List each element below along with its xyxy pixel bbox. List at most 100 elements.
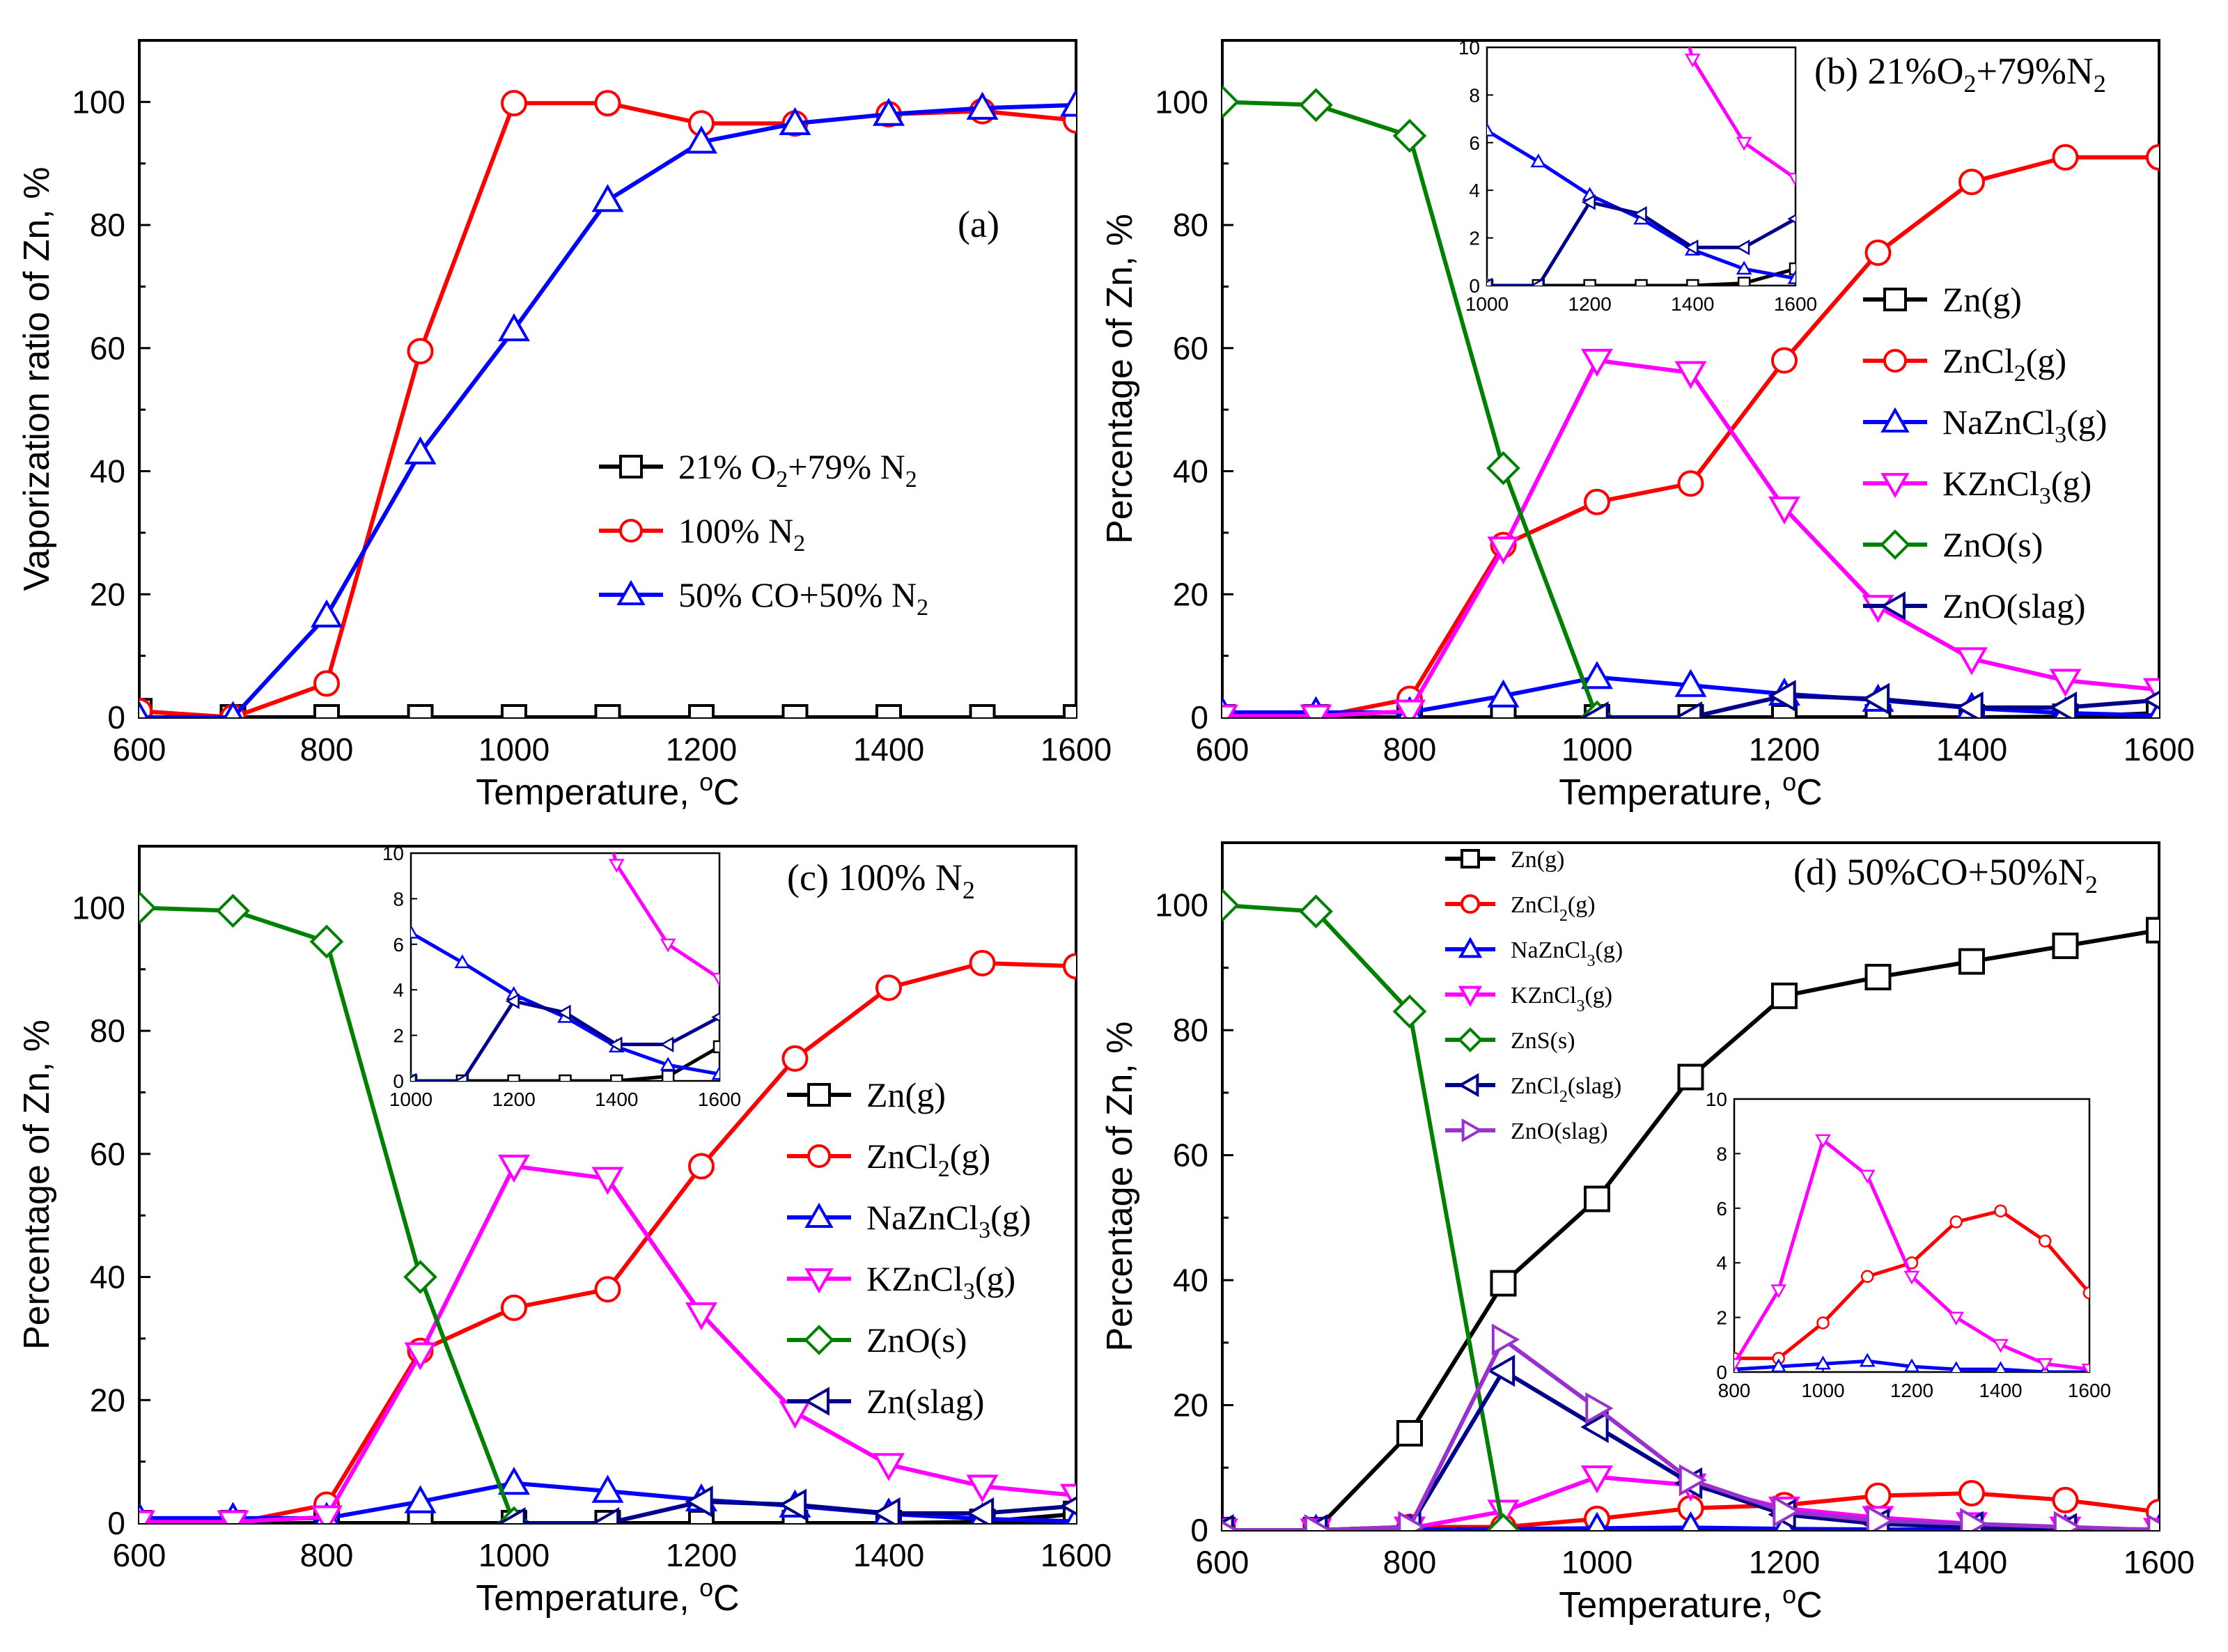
inset-data-point [507, 1074, 520, 1081]
data-point [1674, 701, 1703, 717]
legend-label: KZnCl3(g) [866, 1259, 1015, 1304]
legend-marker [1880, 529, 1910, 560]
x-axis-label-text: Temperature, [476, 1578, 699, 1619]
data-point [311, 599, 343, 628]
data-point [1063, 953, 1076, 980]
legend-label: ZnO(slag) [1942, 586, 2086, 625]
data-point [1771, 982, 1798, 1009]
inset-data-point [559, 667, 571, 678]
subscript-text: 2 [2014, 361, 2026, 387]
x-tick-label: 600 [1196, 731, 1249, 767]
y-tick-label: 20 [1173, 1387, 1208, 1424]
y-tick-label: 0 [107, 699, 125, 735]
inset-data-point [1787, 214, 1795, 224]
data-point [1486, 1355, 1516, 1387]
data-point [216, 894, 250, 928]
legend-marker [1458, 985, 1483, 1007]
data-point [224, 701, 242, 717]
data-point [1958, 948, 1985, 975]
x-axis-label-text: Temperature, [1559, 772, 1782, 813]
data-point [2149, 699, 2159, 717]
inset-data-point [1770, 1284, 1787, 1299]
inset-plot: 1000 1200 1400 1600 0 2 4 6 8 10 [1458, 37, 1817, 315]
inset-data-point [1787, 270, 1795, 284]
label-text: KZnCl [1942, 464, 2039, 503]
inset-data-point [1684, 53, 1701, 68]
inset-data-point [411, 924, 419, 939]
inset-y-tick-label: 10 [1458, 37, 1480, 59]
legend-marker [804, 1202, 834, 1228]
inset-data-point [556, 1004, 571, 1021]
label-text: (g) [1584, 983, 1612, 1008]
data-point [498, 1154, 530, 1183]
data-point [404, 1485, 437, 1513]
legend-item: ZnCl2(g) [787, 1137, 990, 1182]
legend-marker [1883, 288, 1907, 311]
inset-x-tick-label: 1600 [2068, 1380, 2111, 1401]
inset-data-point [711, 972, 719, 987]
y-tick-label: 60 [1173, 330, 1208, 366]
data-point [501, 1294, 527, 1321]
inset-y-tick-label: 0 [1469, 275, 1480, 297]
degree-mark: o [1782, 1580, 1796, 1609]
y-tick-label: 100 [72, 889, 125, 926]
y-axis-label: Percentage of Zn, % [17, 1020, 57, 1350]
x-tick-label: 1000 [478, 1537, 550, 1573]
label-text: (d) 50%CO+50%N [1793, 851, 2085, 893]
subscript-text: 3 [2055, 422, 2066, 448]
data-point [498, 1466, 530, 1495]
label-text: ZnS(s) [1511, 1028, 1575, 1054]
data-point [1066, 1504, 1076, 1523]
inset-y-tick-label: 2 [393, 1025, 404, 1047]
x-tick-label: 1000 [1561, 1544, 1633, 1580]
legend-marker [1460, 849, 1480, 868]
legend-item: ZnO(slag) [1863, 586, 2086, 625]
inset-y-tick-label: 6 [1469, 132, 1480, 154]
y-tick-label: 40 [1173, 1262, 1208, 1298]
data-point [1060, 88, 1076, 117]
panel-title: (c) 100% N2 [787, 857, 975, 904]
inset-data-point [2082, 1286, 2089, 1300]
inset-y-tick-label: 8 [393, 888, 404, 910]
subscript-text: 2 [963, 876, 975, 904]
data-point [1222, 704, 1238, 717]
legend-marker [804, 1268, 834, 1294]
label-text: Zn(g) [1511, 847, 1564, 873]
legend-item: Zn(g) [1445, 847, 1564, 873]
label-text: +79% N [788, 447, 905, 486]
data-point [1581, 348, 1613, 377]
inset-y-tick-label: 2 [1716, 1307, 1727, 1329]
inset-data-point [1686, 279, 1699, 286]
data-point [1773, 1495, 1801, 1528]
data-point [966, 1474, 999, 1503]
inset-data-point [2039, 1234, 2052, 1248]
inset-data-point [1787, 172, 1795, 187]
legend-label: KZnCl3(g) [1511, 983, 1612, 1015]
inset-data-point [1737, 276, 1751, 286]
data-point [965, 1497, 995, 1523]
data-point [778, 1488, 807, 1521]
legend-item: NaZnCl3(g) [787, 1198, 1031, 1243]
subscript-text: 3 [1576, 997, 1584, 1015]
inset-y-tick-label: 4 [1469, 180, 1480, 201]
data-point [1674, 669, 1707, 697]
legend-item: ZnO(s) [1863, 525, 2043, 564]
data-point [139, 891, 157, 925]
data-point [1955, 691, 1984, 717]
label-text: (g) [1596, 937, 1623, 963]
data-point [591, 1167, 624, 1195]
y-tick-label: 80 [90, 1013, 125, 1049]
inset-data-point [1815, 1355, 1831, 1370]
label-text: Zn(g) [1942, 280, 2022, 319]
x-tick-label: 1200 [1749, 731, 1820, 767]
data-point [1487, 536, 1520, 565]
data-point [2146, 143, 2159, 171]
inset-y-tick-label: 10 [1706, 1089, 1727, 1110]
y-tick-label: 0 [107, 1505, 125, 1541]
y-tick-label: 40 [90, 453, 125, 490]
data-point [1490, 704, 1517, 717]
subscript-text: 2 [917, 595, 928, 621]
data-point [313, 670, 340, 697]
data-point [591, 1507, 620, 1523]
